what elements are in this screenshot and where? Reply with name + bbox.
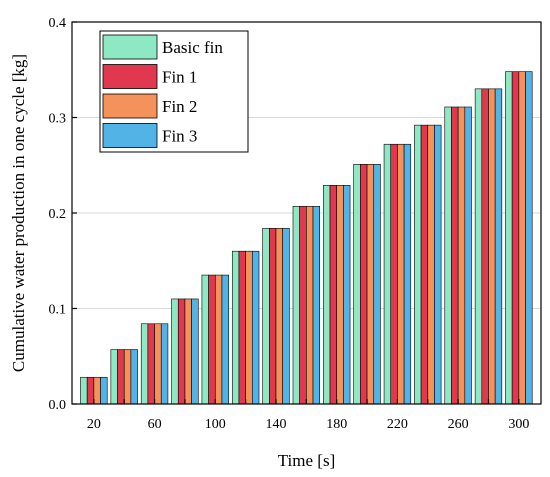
bar-fin-1-140 [269, 227, 277, 405]
bar-fin-1-240 [420, 124, 429, 405]
y-axis-ticks: 0.0 0.1 0.2 0.3 0.4 [49, 16, 77, 413]
bar-basic-fin-100 [201, 274, 209, 405]
x-tick-label: 20 [87, 417, 101, 432]
bar-basic-fin-40 [110, 349, 118, 405]
bar-fin-3-20 [100, 376, 108, 405]
bar-fin-3-60 [160, 323, 169, 405]
bar-fin-1-60 [147, 323, 155, 405]
bar-fin-1-100 [208, 274, 216, 405]
legend-swatch-fin-1 [102, 64, 158, 89]
bar-fin-3-40 [130, 349, 138, 405]
bar-fin-3-300 [525, 71, 533, 405]
x-axis-ticks: 20 60 100 140 180 220 260 300 [87, 399, 529, 432]
bar-fin-3-80 [191, 298, 199, 405]
bar-fin-2-280 [488, 88, 496, 405]
bar-fin-2-160 [306, 206, 314, 405]
bar-fin-1-180 [329, 185, 338, 405]
x-tick-label: 260 [448, 417, 469, 432]
bar-fin-2-140 [275, 227, 283, 405]
bar-fin-2-300 [518, 71, 526, 405]
bar-fin-2-260 [457, 106, 466, 405]
y-tick-label: 0.3 [49, 112, 67, 127]
bar-basic-fin-80 [171, 298, 179, 405]
bar-fin-1-200 [360, 163, 368, 405]
bar-fin-2-60 [154, 323, 162, 405]
legend-swatch-fin-3 [102, 123, 158, 148]
y-tick-label: 0.4 [49, 16, 67, 31]
bar-fin-1-300 [511, 71, 520, 405]
bar-fin-1-160 [299, 206, 307, 405]
x-axis-title: Time [s] [278, 451, 335, 470]
bar-fin-2-220 [397, 143, 405, 405]
bar-basic-fin-240 [414, 124, 422, 405]
legend-swatch-basic-fin [102, 34, 158, 60]
x-tick-label: 140 [265, 417, 286, 432]
legend-label-basic-fin: Basic fin [162, 38, 223, 57]
bar-fin-1-280 [481, 88, 489, 405]
bar-fin-2-200 [366, 163, 375, 405]
bars [80, 71, 533, 405]
bar-fin-2-80 [184, 298, 192, 405]
x-tick-label: 220 [387, 417, 408, 432]
bar-fin-2-100 [214, 274, 223, 405]
bar-fin-1-80 [177, 298, 186, 405]
bar-fin-2-120 [245, 250, 253, 405]
legend-label-fin-1: Fin 1 [162, 68, 197, 87]
y-tick-label: 0.1 [49, 303, 67, 318]
bar-fin-1-220 [390, 143, 398, 405]
bar-fin-3-240 [434, 124, 442, 405]
bar-fin-3-140 [282, 227, 290, 405]
bar-fin-2-180 [336, 185, 344, 405]
legend-swatch-fin-2 [102, 93, 158, 119]
bar-fin-1-20 [86, 376, 95, 405]
bar-basic-fin-300 [505, 71, 513, 405]
x-tick-label: 300 [508, 417, 529, 432]
bar-fin-3-280 [494, 88, 503, 405]
x-tick-label: 180 [326, 417, 347, 432]
legend-label-fin-3: Fin 3 [162, 127, 197, 146]
bar-basic-fin-120 [231, 250, 240, 405]
bar-basic-fin-20 [80, 376, 88, 405]
bar-fin-3-260 [464, 106, 472, 405]
legend-label-fin-2: Fin 2 [162, 97, 197, 116]
bar-basic-fin-60 [140, 323, 149, 405]
bar-fin-3-200 [373, 163, 381, 405]
legend: Basic fin Fin 1 Fin 2 Fin 3 [99, 30, 249, 153]
bar-fin-3-220 [403, 143, 412, 405]
bar-fin-3-100 [221, 274, 229, 405]
bar-basic-fin-180 [323, 185, 331, 405]
bar-fin-3-120 [252, 250, 260, 405]
y-tick-label: 0.0 [49, 398, 67, 413]
bar-fin-2-20 [93, 376, 101, 405]
y-axis-title: Cumulative water production in one cycle… [9, 54, 28, 372]
x-tick-label: 100 [205, 417, 226, 432]
bar-basic-fin-140 [262, 227, 270, 405]
x-tick-label: 60 [148, 417, 162, 432]
y-tick-label: 0.2 [49, 207, 67, 222]
bar-basic-fin-260 [444, 106, 452, 405]
bar-fin-1-40 [117, 349, 125, 405]
bar-fin-2-40 [123, 349, 132, 405]
bar-fin-3-160 [312, 206, 321, 405]
bar-fin-1-120 [238, 250, 246, 405]
bar-basic-fin-160 [292, 206, 300, 405]
bar-basic-fin-280 [474, 88, 483, 405]
bar-basic-fin-220 [383, 143, 392, 405]
bar-basic-fin-200 [353, 163, 361, 405]
bar-fin-3-180 [343, 185, 351, 405]
bar-fin-2-240 [427, 124, 435, 405]
bar-fin-1-260 [451, 106, 459, 405]
